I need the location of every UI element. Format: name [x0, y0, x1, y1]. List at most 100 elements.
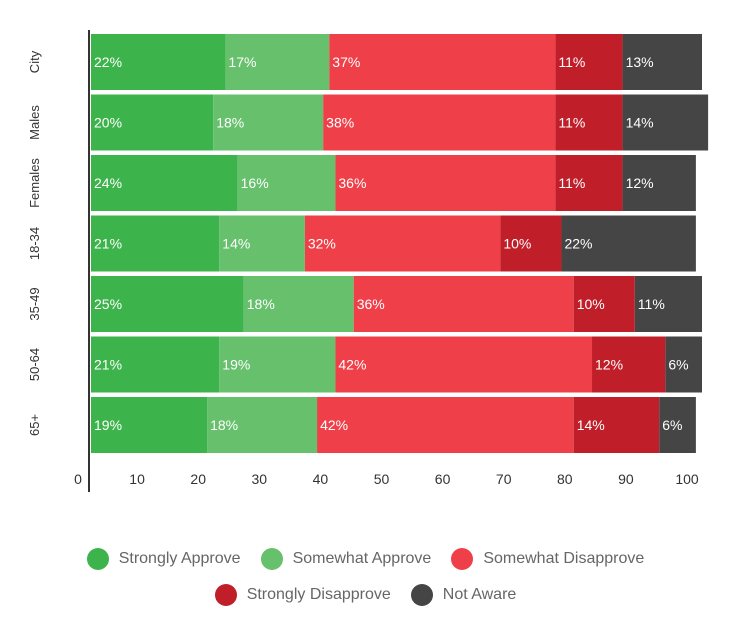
bar-label-males-somewhat-disapprove: 38% — [326, 115, 354, 131]
bar-label-65-strongly-disapprove: 14% — [577, 417, 605, 433]
legend-row-1: Strongly Approve Somewhat Approve Somewh… — [0, 541, 731, 577]
bar-35-49-not-aware — [634, 276, 702, 332]
bar-females-somewhat-disapprove — [335, 155, 556, 211]
y-tick-label-city: City — [27, 50, 42, 73]
bar-city-somewhat-approve — [225, 34, 330, 90]
bar-label-females-strongly-disapprove: 11% — [558, 175, 585, 191]
bar-label-females-strongly-approve: 24% — [94, 175, 122, 191]
bar-18-34-not-aware — [561, 215, 696, 272]
y-tick-label-males: Males — [27, 105, 42, 140]
bar-65-strongly-approve — [91, 397, 208, 453]
bar-label-35-49-somewhat-disapprove: 36% — [357, 296, 385, 312]
legend-row-2: Strongly Disapprove Not Aware — [0, 577, 731, 613]
bar-city-not-aware — [622, 34, 702, 90]
x-tick-label-20: 20 — [190, 471, 206, 487]
bar-label-65-not-aware: 6% — [662, 417, 682, 433]
bar-males-somewhat-disapprove — [323, 94, 556, 151]
x-tick-label-100: 100 — [675, 471, 699, 487]
bar-label-city-somewhat-approve: 17% — [228, 54, 256, 70]
legend-label: Somewhat Approve — [292, 550, 432, 567]
bar-females-strongly-approve — [91, 155, 238, 211]
legend-item-strongly-approve: Strongly Approve — [86, 548, 241, 570]
bar-label-18-34-strongly-approve: 21% — [94, 236, 122, 252]
bar-label-65-strongly-approve: 19% — [94, 417, 122, 433]
bar-label-18-34-somewhat-disapprove: 32% — [308, 236, 336, 252]
bar-35-49-strongly-approve — [91, 276, 244, 332]
bar-35-49-somewhat-disapprove — [353, 276, 574, 332]
bar-males-somewhat-approve — [213, 94, 324, 151]
bar-label-city-somewhat-disapprove: 37% — [332, 54, 360, 70]
legend-item-somewhat-approve: Somewhat Approve — [260, 548, 432, 570]
bar-label-city-not-aware: 13% — [626, 54, 654, 70]
bar-18-34-somewhat-approve — [219, 215, 305, 272]
bar-label-35-49-somewhat-approve: 18% — [247, 296, 275, 312]
bar-label-males-strongly-approve: 20% — [94, 115, 122, 131]
bar-males-strongly-disapprove — [555, 94, 623, 151]
x-tick-label-70: 70 — [496, 471, 512, 487]
bar-label-females-not-aware: 12% — [626, 175, 654, 191]
x-tick-label-10: 10 — [129, 471, 145, 487]
bar-label-18-34-strongly-disapprove: 10% — [503, 236, 531, 252]
y-tick-label-50-64: 50-64 — [27, 348, 42, 381]
bar-18-34-somewhat-disapprove — [304, 215, 501, 272]
bar-18-34-strongly-approve — [91, 215, 220, 272]
legend-swatch-not-aware — [410, 584, 433, 606]
y-tick-label-35-49: 35-49 — [27, 287, 42, 320]
chart-plot: 22% 17% 37% 11% 13% City 20% 18% 38% 11% 14% Males 2… — [27, 30, 709, 492]
legend-swatch-somewhat-approve — [260, 548, 283, 570]
x-tick-label-50: 50 — [374, 471, 390, 487]
bar-18-34-strongly-disapprove — [500, 215, 562, 272]
bar-females-somewhat-approve — [237, 155, 336, 211]
bar-label-35-49-strongly-disapprove: 10% — [577, 296, 605, 312]
bar-label-city-strongly-disapprove: 11% — [558, 54, 585, 70]
y-tick-label-females: Females — [27, 158, 42, 208]
bar-city-somewhat-disapprove — [329, 34, 556, 90]
bar-50-64-not-aware — [665, 336, 702, 393]
y-tick-label-65: 65+ — [27, 414, 42, 436]
legend-label: Strongly Approve — [118, 550, 241, 567]
bar-city-strongly-approve — [91, 34, 226, 90]
bar-label-18-34-somewhat-approve: 14% — [222, 236, 250, 252]
x-tick-label-60: 60 — [435, 471, 451, 487]
bar-35-49-strongly-disapprove — [573, 276, 635, 332]
x-tick-label-80: 80 — [557, 471, 573, 487]
bar-females-not-aware — [622, 155, 696, 211]
legend-swatch-strongly-disapprove — [214, 584, 237, 606]
bar-label-35-49-not-aware: 11% — [638, 296, 665, 312]
bar-65-strongly-disapprove — [573, 397, 660, 453]
bar-50-64-somewhat-disapprove — [335, 336, 593, 393]
bar-label-35-49-strongly-approve: 25% — [94, 296, 122, 312]
bar-label-males-strongly-disapprove: 11% — [558, 115, 585, 131]
bar-label-females-somewhat-approve: 16% — [241, 175, 269, 191]
bar-label-males-not-aware: 14% — [626, 115, 654, 131]
legend-item-strongly-disapprove: Strongly Disapprove — [214, 584, 391, 606]
bar-label-18-34-not-aware: 22% — [564, 236, 592, 252]
bar-label-females-somewhat-disapprove: 36% — [338, 175, 366, 191]
bar-65-not-aware — [659, 397, 696, 453]
bar-label-50-64-strongly-approve: 21% — [94, 357, 122, 373]
bar-males-not-aware — [622, 94, 709, 151]
legend-item-not-aware: Not Aware — [410, 584, 517, 606]
y-tick-label-18-34: 18-34 — [27, 227, 42, 260]
legend: Strongly Approve Somewhat Approve Somewh… — [0, 541, 731, 613]
bar-50-64-somewhat-approve — [219, 336, 336, 393]
legend-label: Not Aware — [442, 586, 517, 603]
legend-swatch-somewhat-disapprove — [451, 548, 474, 570]
x-tick-label-40: 40 — [313, 471, 329, 487]
bar-35-49-somewhat-approve — [243, 276, 354, 332]
bar-label-65-somewhat-disapprove: 42% — [320, 417, 348, 433]
bar-label-65-somewhat-approve: 18% — [210, 417, 238, 433]
legend-label: Somewhat Disapprove — [483, 550, 645, 567]
x-tick-label-0: 0 — [74, 471, 82, 487]
bar-label-50-64-somewhat-disapprove: 42% — [338, 357, 366, 373]
bar-label-50-64-not-aware: 6% — [668, 357, 688, 373]
bar-65-somewhat-disapprove — [317, 397, 574, 453]
bar-city-strongly-disapprove — [555, 34, 623, 90]
bar-label-males-somewhat-approve: 18% — [216, 115, 244, 131]
bar-females-strongly-disapprove — [555, 155, 623, 211]
legend-label: Strongly Disapprove — [246, 586, 391, 603]
legend-swatch-strongly-approve — [86, 548, 109, 570]
bar-50-64-strongly-disapprove — [592, 336, 666, 393]
legend-item-somewhat-disapprove: Somewhat Disapprove — [451, 548, 644, 570]
